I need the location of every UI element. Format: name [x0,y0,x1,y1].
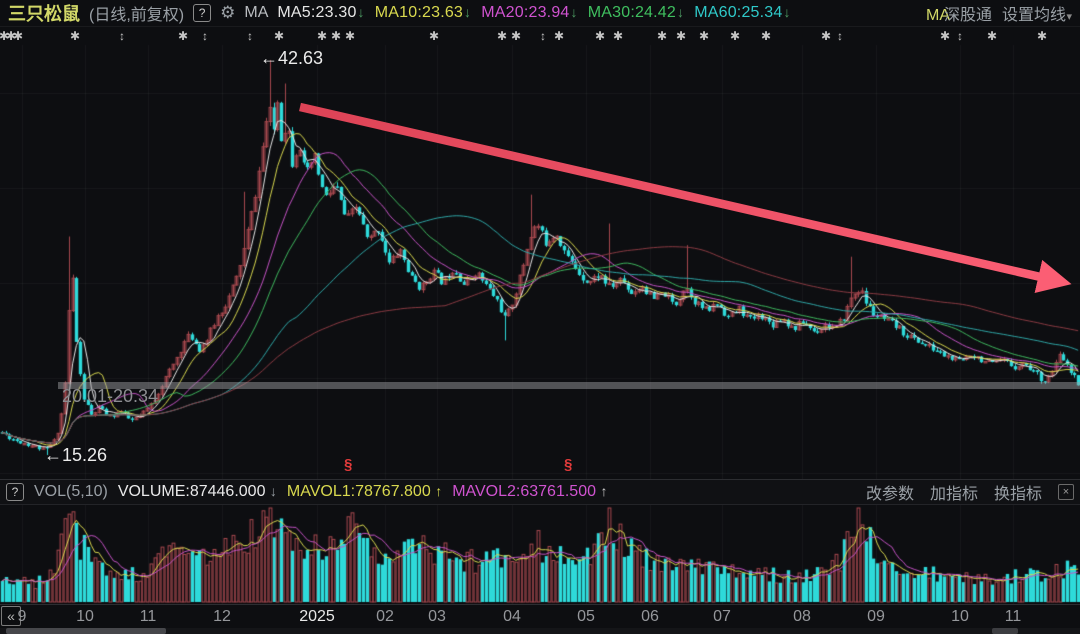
change-params-button[interactable]: 改参数 [865,486,914,503]
event-asterisk-icon[interactable]: ✱ [70,29,81,43]
gear-icon[interactable]: ⚙ [220,3,236,22]
vol-help-icon[interactable]: ? [6,483,24,501]
mavol2-direction-icon: ↑ [600,483,608,499]
mavol2-readout: MAVOL2:63761.500 [452,483,596,500]
ma-down-arrow-icon: ↓ [570,4,578,20]
volume-toolbar-buttons: 改参数 加指标 换指标 × [866,480,1074,504]
event-asterisk-icon[interactable]: ✱ [0,29,10,43]
axis-label-10: 10 [951,608,969,625]
time-axis: « 9 10 11 12 2025 02 03 04 05 06 07 08 09 10 11 [0,604,1080,628]
axis-label-09: 09 [867,608,885,625]
topbar-right-group: MA深股通 设置均线 ▾ [926,1,1072,25]
price-pane: ✱ ✱ ✱ ✱ ↕ ✱ ↕ ↕ ✱ ✱ ✱ ✱ ✱ ✱ ✱ ↕ ✱ ✱ ✱ ✱ ✱ ✱ ✱ ✱ ✱ ↕ ✱ ↕ ✱ ✱ ←42.63 20… [0,27,1080,479]
event-updown-icon[interactable]: ↕ [837,29,843,43]
axis-label-06: 06 [641,608,659,625]
collapse-button[interactable]: « [1,606,21,626]
axis-label-11: 11 [1004,608,1022,625]
event-asterisk-icon[interactable]: ✱ [429,29,440,43]
ma-readout-3: MA30:24.42↓ [587,4,685,21]
axis-label-12: 12 [213,608,231,625]
event-asterisk-icon[interactable]: ✱ [940,29,951,43]
axis-label-04: 04 [503,608,521,625]
price-range-annotation: 20.01-20.34 [62,386,159,406]
ma-readout-1: MA10:23.63↓ [374,4,472,21]
indicator-toolbar: 三只松鼠 (日线,前复权) ? ⚙ MA MA5:23.30↓ MA10:23.6… [0,0,1080,27]
volume-pane [0,505,1080,604]
chart-mode-label: (日线,前复权) [89,7,185,24]
mavol1-readout: MAVOL1:78767.800 [286,483,431,500]
event-updown-icon[interactable]: ↕ [119,29,125,43]
szhk-label: 深股通 [943,7,992,24]
add-indicator-button[interactable]: 加指标 [929,486,978,503]
axis-label-03: 03 [428,608,446,625]
ma-readout-4: MA60:25.34↓ [694,4,791,21]
axis-label-08: 08 [793,608,811,625]
event-updown-icon[interactable]: ↕ [540,29,546,43]
ma-settings-button[interactable]: 设置均线 ▾ [1002,7,1072,24]
event-asterisk-icon[interactable]: ✱ [987,29,998,43]
event-asterisk-icon[interactable]: ✱ [497,29,508,43]
high-annotation: ←42.63 [260,48,324,68]
event-asterisk-icon[interactable]: ✱ [595,29,606,43]
ma-down-arrow-icon: ↓ [357,4,365,20]
help-icon[interactable]: ? [193,4,212,22]
event-asterisk-icon[interactable]: ✱ [178,29,189,43]
event-asterisk-icon[interactable]: ✱ [6,29,17,43]
event-asterisk-icon[interactable]: ✱ [1037,29,1048,43]
event-asterisk-icon[interactable]: ✱ [657,29,668,43]
event-asterisk-icon[interactable]: ✱ [274,29,285,43]
axis-label-02: 02 [376,608,394,625]
event-updown-icon[interactable]: ↕ [247,29,253,43]
switch-indicator-button[interactable]: 换指标 [993,486,1042,503]
low-annotation: ←15.26 [44,445,108,465]
scrollbar-thumb[interactable] [6,628,166,634]
caret-down-icon: ▾ [1066,11,1072,23]
ma-down-arrow-icon: ↓ [464,4,472,20]
event-asterisk-icon[interactable]: ✱ [613,29,624,43]
event-asterisk-icon[interactable]: ✱ [699,29,710,43]
mavol1-direction-icon: ↑ [435,483,443,499]
ex-dividend-icon[interactable]: § [564,456,573,473]
volume-direction-icon: ↓ [269,483,277,499]
event-updown-icon[interactable]: ↕ [202,29,208,43]
event-asterisk-icon[interactable]: ✱ [331,29,342,43]
event-asterisk-icon[interactable]: ✱ [13,29,24,43]
event-asterisk-icon[interactable]: ✱ [676,29,687,43]
event-asterisk-icon[interactable]: ✱ [345,29,356,43]
event-asterisk-icon[interactable]: ✱ [821,29,832,43]
close-indicator-icon[interactable]: × [1058,484,1074,500]
current-price-band [58,382,1080,389]
horizontal-scrollbar[interactable] [0,628,1080,634]
ma-readout-0: MA5:23.30↓ [277,4,365,21]
ex-dividend-icon[interactable]: § [344,456,353,473]
volume-toolbar: ? VOL(5,10) VOLUME:87446.000 ↓ MAVOL1:78… [0,479,1080,505]
event-marker-row: ✱ ✱ ✱ ✱ ↕ ✱ ↕ ↕ ✱ ✱ ✱ ✱ ✱ ✱ ✱ ↕ ✱ ✱ ✱ ✱ ✱ ✱ ✱ ✱ ✱ ↕ ✱ ↕ ✱ ✱ [0,28,1080,44]
vol-indicator-label: VOL(5,10) [34,483,108,500]
event-asterisk-icon[interactable]: ✱ [730,29,741,43]
ma-down-arrow-icon: ↓ [677,4,685,20]
axis-label-2025: 2025 [299,608,335,625]
event-asterisk-icon[interactable]: ✱ [554,29,565,43]
extra-ma-label: MA [925,7,950,24]
ma-readout-group: MA5:23.30↓ MA10:23.63↓ MA20:23.94↓ MA30:24.… [277,4,790,22]
price-chart-canvas[interactable] [0,27,1080,479]
axis-label-10: 10 [76,608,94,625]
stock-name: 三只松鼠 [8,4,80,24]
axis-label-11: 11 [139,608,157,625]
volume-readout: VOLUME:87446.000 [117,483,266,500]
axis-label-05: 05 [577,608,595,625]
scrollbar-block[interactable] [992,628,1018,634]
event-asterisk-icon[interactable]: ✱ [511,29,522,43]
axis-label-07: 07 [713,608,731,625]
event-asterisk-icon[interactable]: ✱ [317,29,328,43]
ma-indicator-label: MA [244,4,269,21]
event-updown-icon[interactable]: ↕ [957,29,963,43]
event-asterisk-icon[interactable]: ✱ [761,29,772,43]
volume-chart-canvas[interactable] [0,505,1080,604]
ma-down-arrow-icon: ↓ [783,4,791,20]
ma-readout-2: MA20:23.94↓ [481,4,578,21]
axis-label-9: 9 [17,608,27,625]
